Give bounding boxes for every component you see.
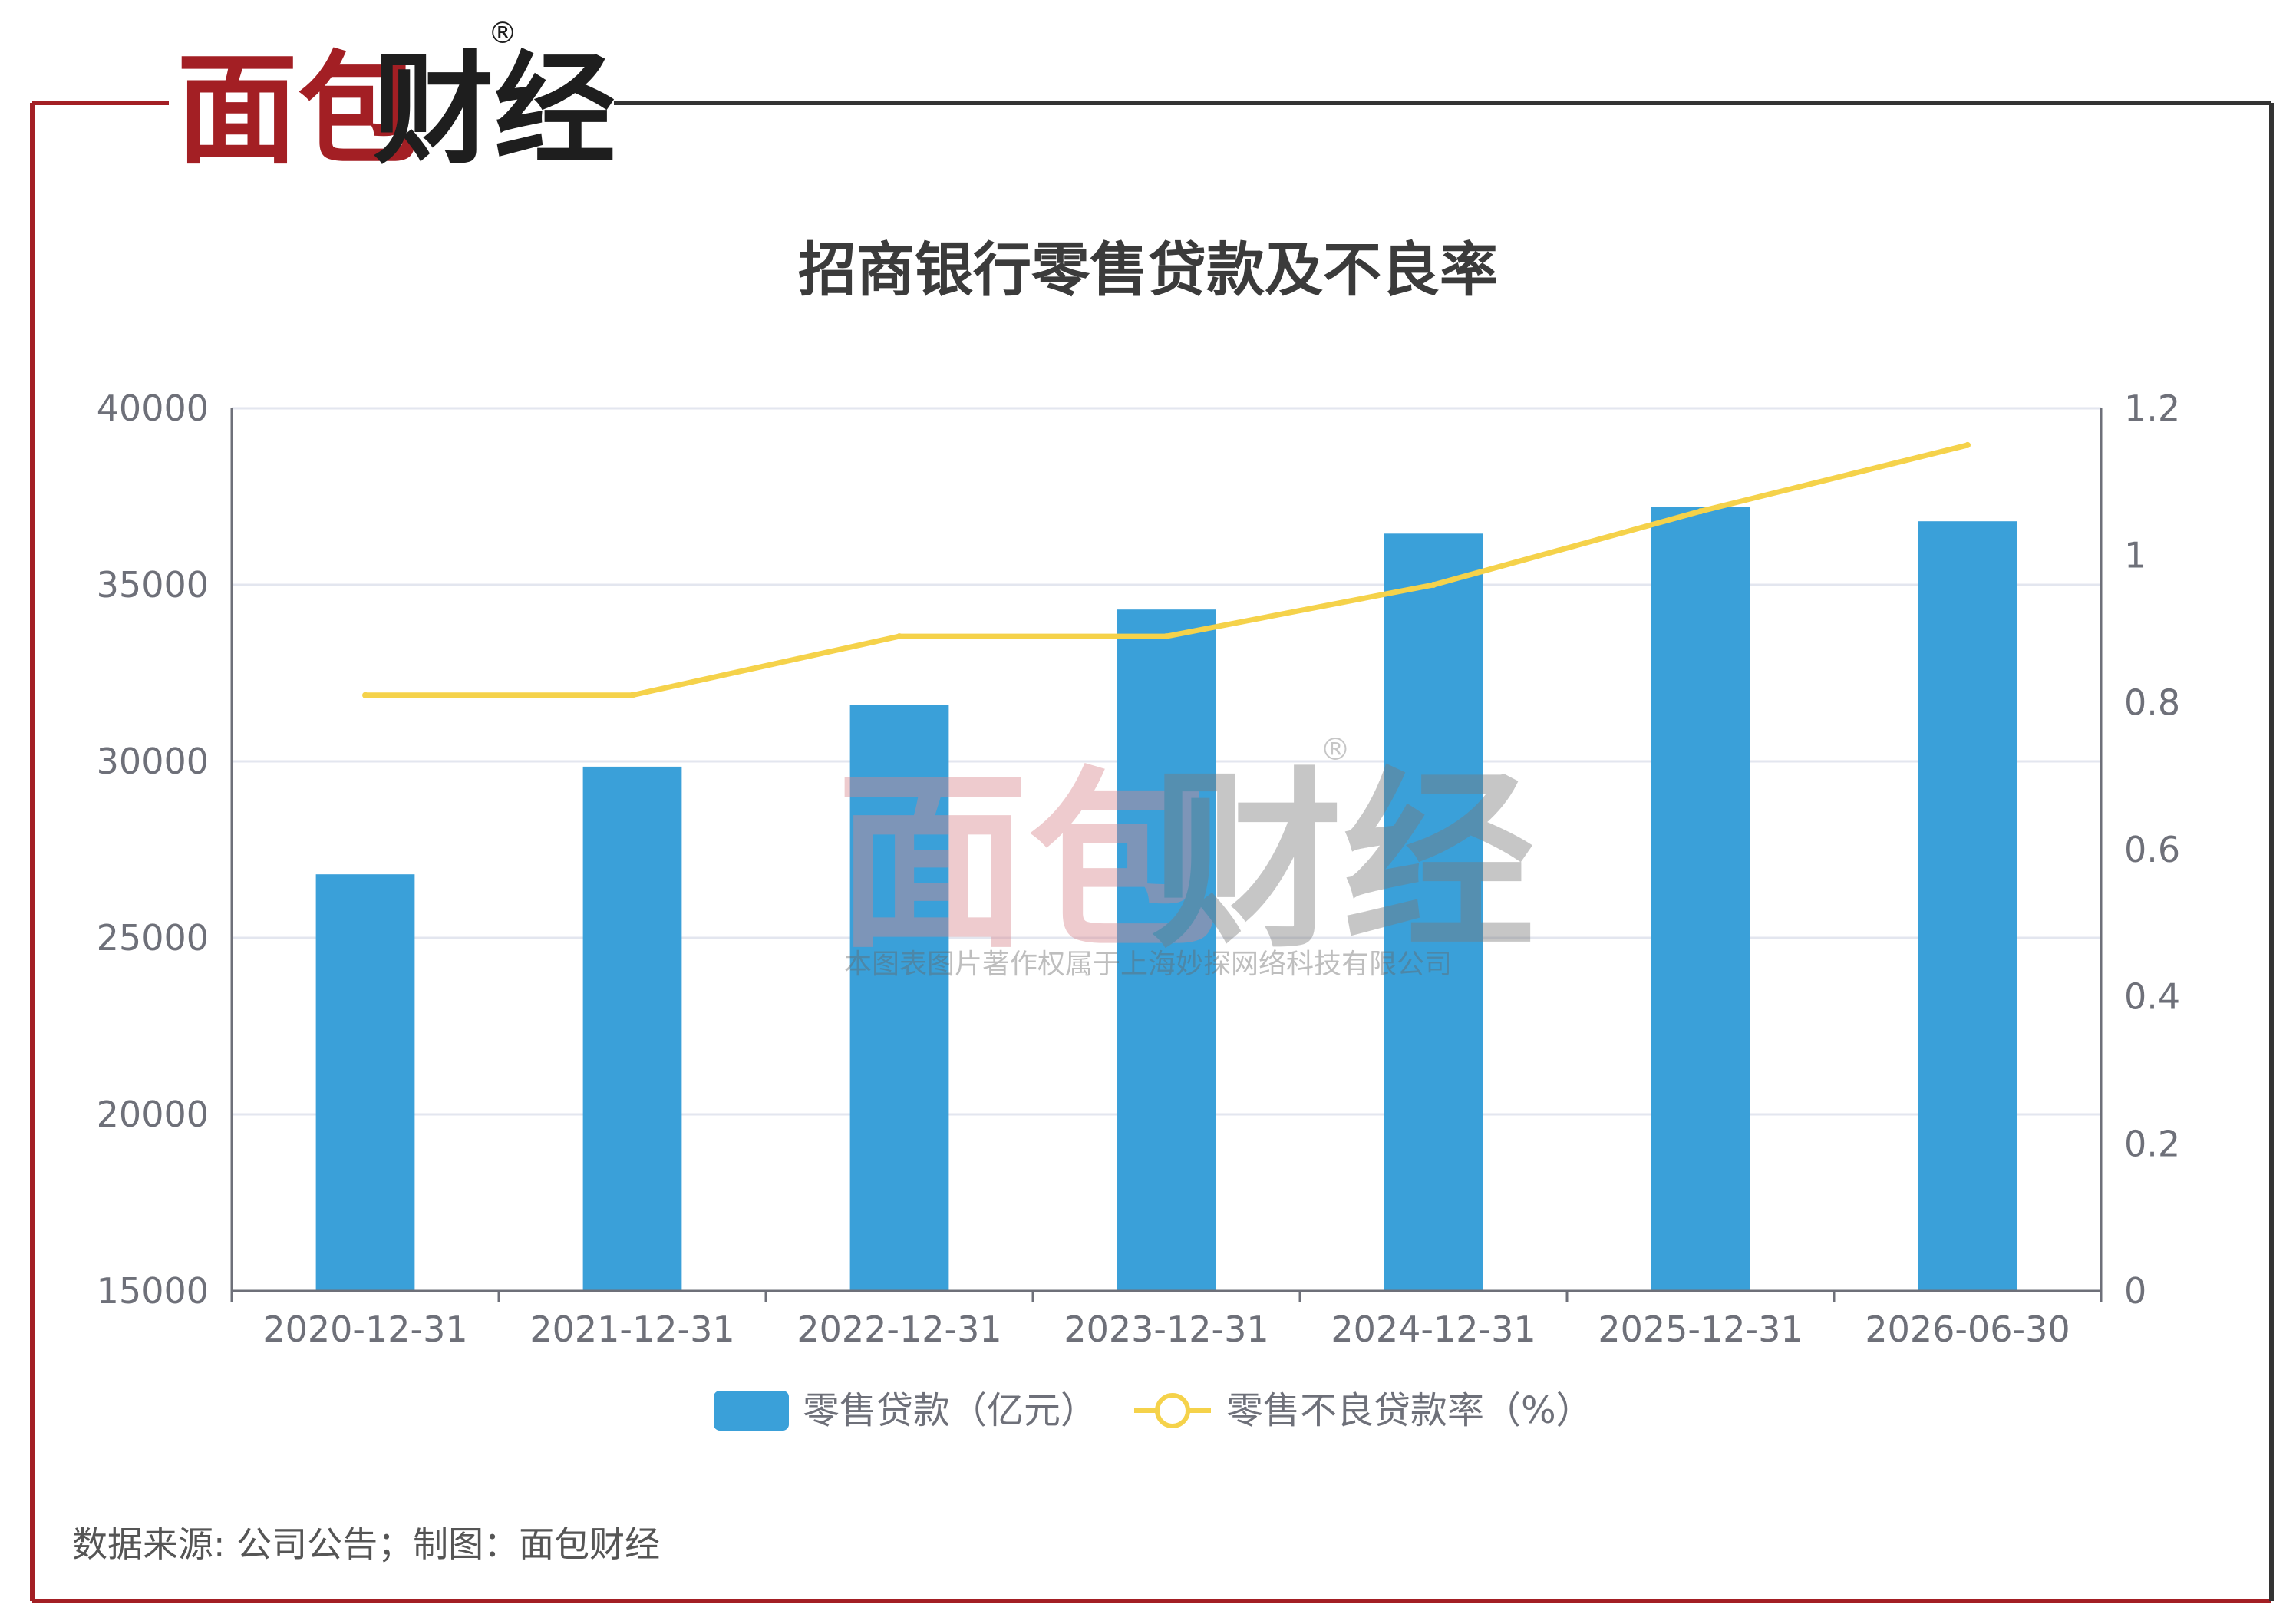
axis-layer: 15000 20000 25000 30000 35000 40000 0 0.2 0.4 0.6… xyxy=(97,388,2181,1350)
y-right-tick-label: 0 xyxy=(2124,1270,2146,1312)
bar[interactable] xyxy=(315,874,415,1291)
y-left-tick-label: 15000 xyxy=(97,1270,209,1312)
line-point[interactable] xyxy=(1697,508,1704,515)
watermark: 面包 财经 ® 本图表图片著作权属于上海妙探网络科技有限公司 xyxy=(836,732,1535,980)
watermark-logo-dark: 财经 xyxy=(1151,751,1535,974)
chart-title: 招商银行零售贷款及不良率 xyxy=(798,236,1498,304)
brand-registered-mark: ® xyxy=(488,16,517,50)
legend-line-marker xyxy=(1155,1393,1190,1428)
line-point[interactable] xyxy=(1964,441,1971,448)
bar[interactable] xyxy=(849,705,949,1291)
x-tick-label: 2026-06-30 xyxy=(1865,1309,2070,1350)
y-left-tick-label: 30000 xyxy=(97,741,209,782)
x-tick-label: 2024-12-31 xyxy=(1331,1309,1536,1350)
y-right-tick-label: 0.6 xyxy=(2124,829,2180,870)
bar[interactable] xyxy=(1384,533,1483,1291)
brand-logo-text-dark: 财经 xyxy=(373,40,615,181)
line-point[interactable] xyxy=(362,692,368,698)
watermark-copyright: 本图表图片著作权属于上海妙探网络科技有限公司 xyxy=(844,949,1452,980)
y-right-tick-label: 0.4 xyxy=(2124,976,2180,1018)
bar-layer xyxy=(315,507,2017,1291)
brand-logo-text-red: 面包 xyxy=(176,40,419,181)
y-right-tick-label: 0.2 xyxy=(2124,1123,2180,1164)
bar[interactable] xyxy=(1918,521,2017,1291)
bar[interactable] xyxy=(1651,507,1750,1291)
line-point[interactable] xyxy=(629,692,635,698)
legend[interactable]: 零售贷款（亿元） 零售不良贷款率（%） xyxy=(714,1389,1593,1432)
bar[interactable] xyxy=(1117,609,1216,1291)
line-point[interactable] xyxy=(1163,633,1169,640)
x-tick-label: 2021-12-31 xyxy=(529,1309,734,1350)
x-tick-label: 2022-12-31 xyxy=(797,1309,1001,1350)
legend-bar-label: 零售贷款（亿元） xyxy=(803,1389,1097,1432)
legend-bar-swatch xyxy=(714,1391,789,1431)
bar[interactable] xyxy=(582,766,682,1291)
y-left-tick-label: 25000 xyxy=(97,917,209,959)
y-left-tick-label: 40000 xyxy=(97,388,209,429)
watermark-logo-red: 面包 xyxy=(836,751,1220,974)
y-left-tick-label: 20000 xyxy=(97,1094,209,1135)
x-tick-label: 2020-12-31 xyxy=(262,1309,467,1350)
y-right-tick-label: 1 xyxy=(2124,535,2146,576)
frame xyxy=(30,101,2274,1603)
y-left-tick-label: 35000 xyxy=(97,564,209,606)
watermark-registered-mark: ® xyxy=(1320,732,1351,767)
x-tick-label: 2023-12-31 xyxy=(1064,1309,1268,1350)
source-note: 数据来源: 公司公告；制图：面包财经 xyxy=(72,1523,661,1565)
brand-logo: 面包 财经 ® xyxy=(176,16,615,181)
legend-line-label: 零售不良贷款率（%） xyxy=(1226,1389,1593,1432)
line-point[interactable] xyxy=(1430,582,1437,588)
y-right-tick-label: 0.8 xyxy=(2124,682,2180,723)
y-right-tick-label: 1.2 xyxy=(2124,388,2180,429)
line-point[interactable] xyxy=(896,633,902,640)
x-tick-label: 2025-12-31 xyxy=(1598,1309,1803,1350)
line-layer xyxy=(362,441,1971,698)
